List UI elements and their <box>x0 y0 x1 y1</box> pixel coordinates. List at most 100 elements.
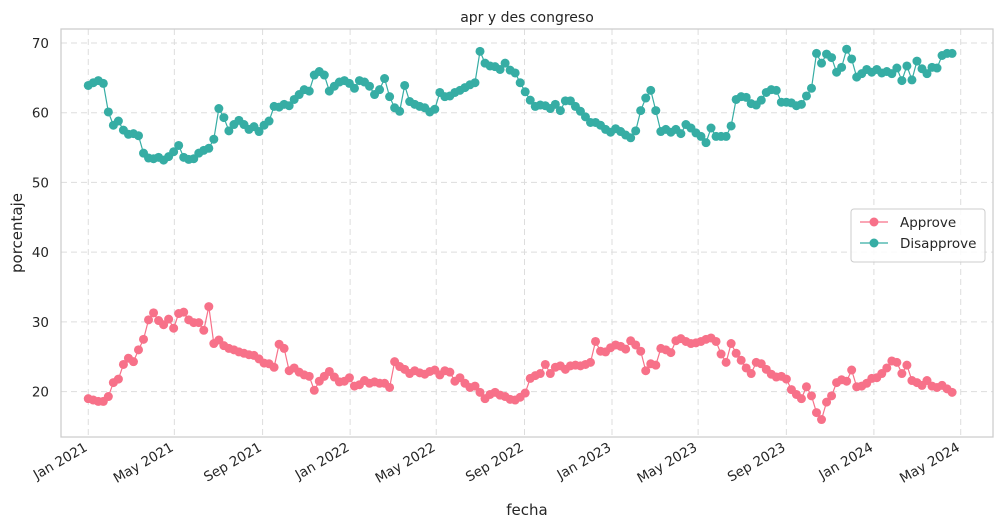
data-point-disapprove <box>922 69 932 79</box>
data-point-approve <box>475 387 485 397</box>
y-tick-label: 60 <box>32 106 49 122</box>
data-point-disapprove <box>631 126 641 136</box>
data-point-disapprove <box>817 58 827 68</box>
data-point-disapprove <box>651 106 661 116</box>
data-point-disapprove <box>380 74 390 84</box>
data-point-disapprove <box>224 126 234 136</box>
data-point-disapprove <box>555 106 565 116</box>
data-point-approve <box>726 339 736 349</box>
data-point-disapprove <box>812 48 821 58</box>
data-point-disapprove <box>756 95 766 105</box>
data-point-approve <box>636 346 646 356</box>
data-point-disapprove <box>304 86 314 96</box>
data-point-disapprove <box>400 80 410 90</box>
data-point-disapprove <box>947 48 957 58</box>
data-point-approve <box>169 323 179 333</box>
data-point-approve <box>651 360 661 370</box>
data-point-disapprove <box>806 83 816 93</box>
data-point-disapprove <box>646 85 656 95</box>
series-disapprove <box>83 44 957 165</box>
y-tick-label: 30 <box>32 315 49 331</box>
y-tick-label: 40 <box>32 245 49 261</box>
data-point-disapprove <box>907 75 917 85</box>
data-point-disapprove <box>254 127 264 137</box>
data-point-approve <box>586 357 595 367</box>
data-point-approve <box>133 345 143 355</box>
data-point-disapprove <box>525 95 535 105</box>
y-axis-label: porcentaje <box>8 193 26 273</box>
data-point-disapprove <box>264 116 274 126</box>
data-point-disapprove <box>771 85 781 95</box>
x-tick-label: Sep 2022 <box>463 440 527 486</box>
data-point-approve <box>103 392 113 402</box>
data-point-disapprove <box>375 85 385 95</box>
data-point-disapprove <box>842 44 852 54</box>
data-point-disapprove <box>701 138 711 148</box>
plot-background <box>61 29 993 437</box>
data-point-disapprove <box>133 131 143 141</box>
data-point-approve <box>736 355 746 365</box>
data-point-approve <box>520 388 530 398</box>
data-point-approve <box>666 348 676 358</box>
data-point-approve <box>540 359 550 369</box>
data-point-approve <box>535 369 545 379</box>
data-point-approve <box>781 374 791 384</box>
data-point-approve <box>897 369 907 379</box>
data-point-disapprove <box>847 54 857 64</box>
data-point-approve <box>179 307 189 317</box>
data-point-disapprove <box>696 131 706 141</box>
x-tick-label: Jan 2024 <box>816 440 876 484</box>
data-point-disapprove <box>626 133 636 143</box>
data-point-disapprove <box>706 123 716 133</box>
data-point-disapprove <box>319 70 329 80</box>
x-tick-label: Sep 2023 <box>725 440 789 486</box>
legend-label-approve: Approve <box>900 215 956 231</box>
x-tick-label: May 2024 <box>897 440 963 487</box>
data-point-approve <box>711 336 721 346</box>
data-point-disapprove <box>897 76 907 86</box>
data-point-approve <box>947 387 957 397</box>
data-point-disapprove <box>365 81 375 91</box>
data-point-approve <box>817 415 827 425</box>
x-axis-ticks: Jan 2021 May 2021 Sep 2021 Jan 2022 May 2022… <box>30 440 963 487</box>
data-point-disapprove <box>113 116 123 126</box>
data-point-approve <box>621 344 631 354</box>
data-point-approve <box>842 376 852 386</box>
x-tick-label: Jan 2023 <box>554 440 614 484</box>
data-point-approve <box>716 349 726 359</box>
legend-marker-disapprove <box>869 238 879 248</box>
series-layer <box>83 44 957 425</box>
data-point-disapprove <box>741 92 751 102</box>
data-point-approve <box>144 315 154 325</box>
data-point-approve <box>199 325 209 335</box>
data-point-disapprove <box>209 134 219 144</box>
legend: Approve Disapprove <box>850 208 986 263</box>
x-axis-label: fecha <box>506 501 547 519</box>
data-point-approve <box>194 318 204 328</box>
data-point-approve <box>806 391 816 401</box>
data-point-approve <box>882 363 892 373</box>
data-point-disapprove <box>500 58 510 68</box>
data-point-approve <box>470 381 480 391</box>
x-tick-label: May 2021 <box>111 440 177 487</box>
x-tick-label: Jan 2022 <box>292 440 352 484</box>
data-point-approve <box>204 302 214 312</box>
data-point-approve <box>847 365 857 375</box>
data-point-disapprove <box>174 140 184 150</box>
data-point-disapprove <box>636 106 646 116</box>
x-tick-label: May 2023 <box>634 440 700 487</box>
data-point-approve <box>591 336 601 346</box>
y-tick-label: 50 <box>32 175 49 191</box>
data-point-disapprove <box>103 107 113 117</box>
data-point-approve <box>118 359 128 369</box>
x-tick-label: May 2022 <box>373 440 439 487</box>
data-point-disapprove <box>827 53 837 63</box>
chart-title: apr y des congreso <box>460 10 594 26</box>
data-point-disapprove <box>475 46 485 56</box>
series-approve <box>83 302 957 425</box>
data-point-disapprove <box>349 83 359 93</box>
data-point-disapprove <box>912 56 922 66</box>
data-point-disapprove <box>550 99 560 109</box>
